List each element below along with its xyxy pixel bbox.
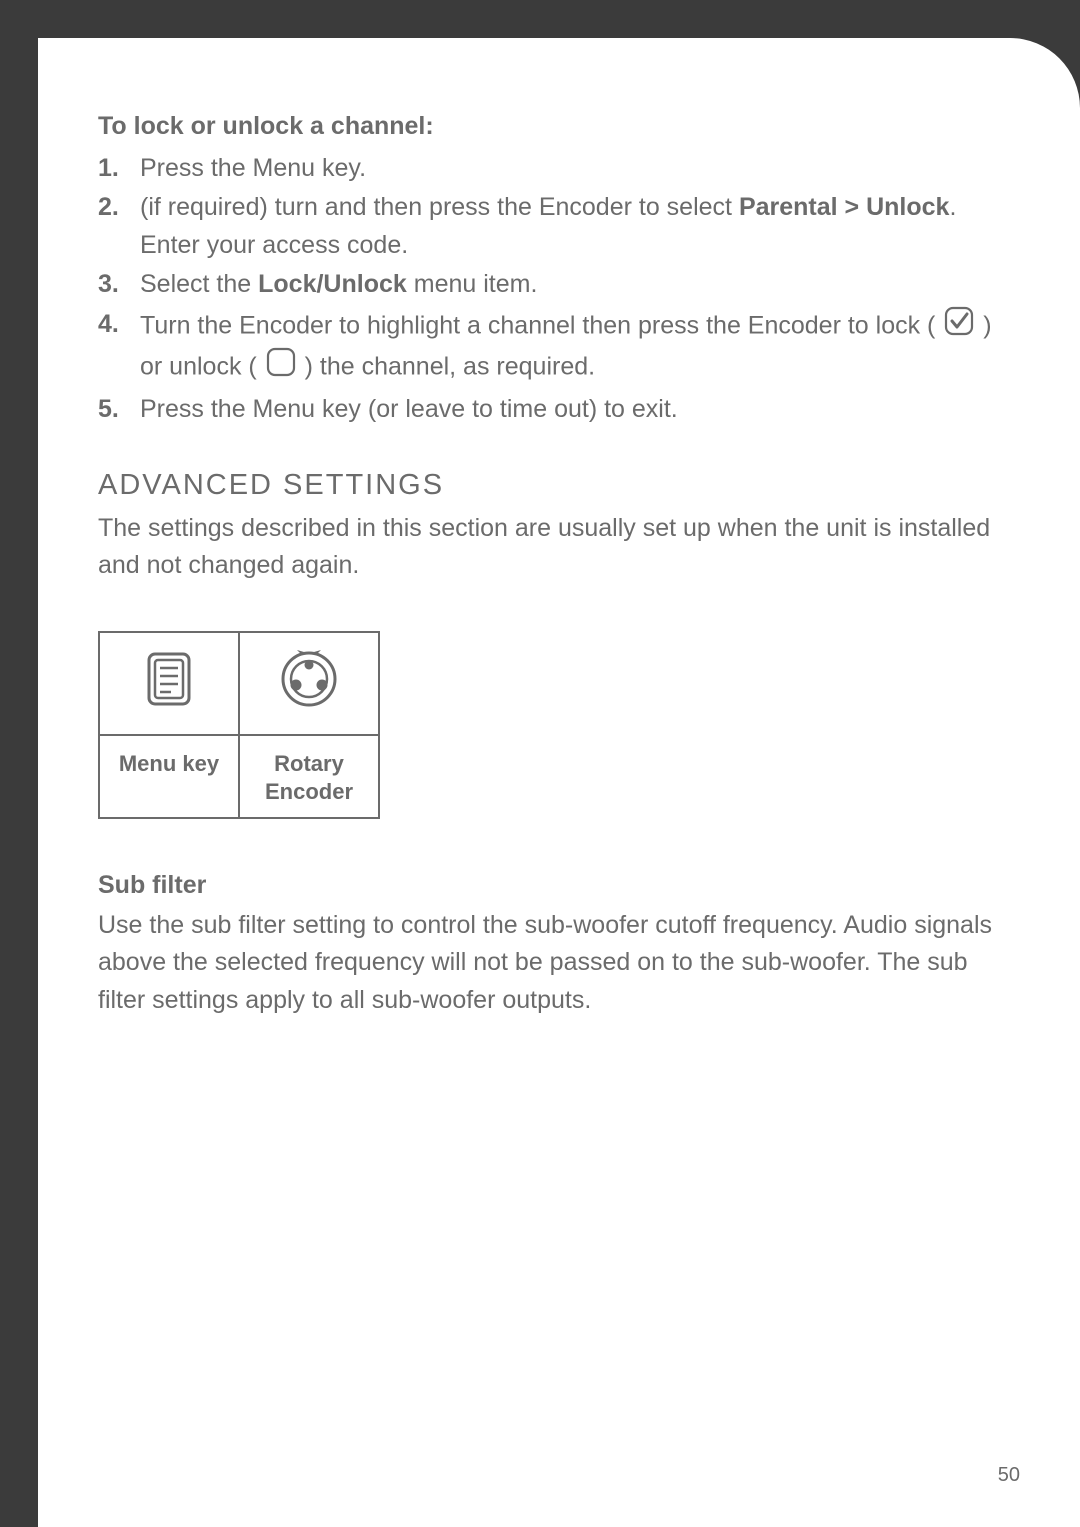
step-number: 2.	[98, 189, 119, 227]
step-text: menu item.	[407, 270, 538, 298]
step-text: ) the channel, as required.	[298, 352, 595, 380]
advanced-title: ADVANCED SETTINGS	[98, 464, 1020, 508]
step-bold: Lock/Unlock	[258, 270, 407, 298]
document-page: To lock or unlock a channel: 1. Press th…	[38, 38, 1080, 1527]
menu-key-icon-cell	[99, 632, 239, 736]
step-number: 3.	[98, 266, 119, 304]
rotary-encoder-icon-cell	[239, 632, 379, 736]
lock-heading: To lock or unlock a channel:	[98, 108, 1020, 146]
menu-key-icon	[141, 688, 197, 716]
advanced-intro: The settings described in this section a…	[98, 510, 1020, 585]
list-item: 4. Turn the Encoder to highlight a chann…	[98, 306, 1020, 389]
page-content: To lock or unlock a channel: 1. Press th…	[98, 108, 1020, 1019]
step-text: Press the Menu key (or leave to time out…	[140, 395, 678, 423]
step-text: Press the Menu key.	[140, 154, 366, 182]
list-item: 3. Select the Lock/Unlock menu item.	[98, 266, 1020, 304]
rotary-line1: Rotary	[274, 751, 344, 776]
step-bold: Parental > Unlock	[739, 193, 950, 221]
controls-table: Menu key Rotary Encoder	[98, 631, 380, 820]
rotary-encoder-label: Rotary Encoder	[239, 735, 379, 818]
list-item: 5. Press the Menu key (or leave to time …	[98, 391, 1020, 429]
lock-steps-list: 1. Press the Menu key. 2. (if required) …	[98, 150, 1020, 429]
step-number: 5.	[98, 391, 119, 429]
step-text: (if required) turn and then press the En…	[140, 193, 739, 221]
page-number: 50	[998, 1464, 1020, 1487]
checkbox-empty-icon	[266, 347, 296, 389]
menu-key-label: Menu key	[99, 735, 239, 818]
subfilter-body: Use the sub filter setting to control th…	[98, 907, 1020, 1020]
checkbox-checked-icon	[944, 306, 974, 348]
list-item: 1. Press the Menu key.	[98, 150, 1020, 188]
list-item: 2. (if required) turn and then press the…	[98, 189, 1020, 264]
step-number: 4.	[98, 306, 119, 344]
rotary-line2: Encoder	[265, 779, 353, 804]
step-number: 1.	[98, 150, 119, 188]
subfilter-heading: Sub filter	[98, 867, 1020, 905]
step-text: Turn the Encoder to highlight a channel …	[140, 311, 942, 339]
rotary-encoder-icon	[277, 689, 341, 717]
step-text: Select the	[140, 270, 258, 298]
